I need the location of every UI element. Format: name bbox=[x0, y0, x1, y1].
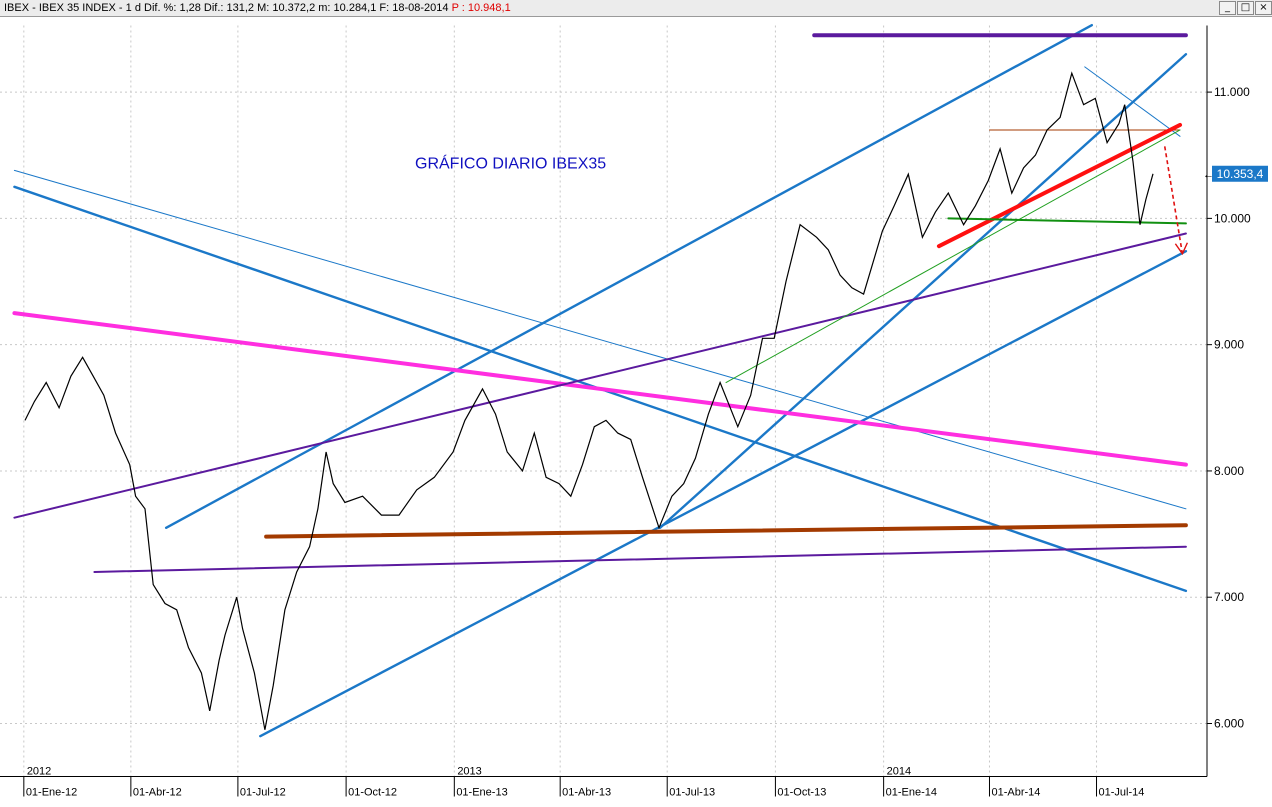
trendline bbox=[658, 53, 1188, 529]
x-tick-label: 01-Abr-14 bbox=[991, 787, 1040, 799]
x-tick-label: 01-Jul-12 bbox=[240, 787, 286, 799]
trendline bbox=[164, 23, 1094, 529]
last-price-tag: 10.353,4 ← bbox=[1203, 165, 1268, 182]
last-price-pointer-icon: ← bbox=[1203, 169, 1214, 181]
trendlines bbox=[12, 23, 1188, 738]
trendline bbox=[93, 545, 1187, 573]
y-tick-label: 6.000 bbox=[1214, 717, 1244, 731]
trendline bbox=[13, 169, 1187, 510]
last-price-label: 10.353,4 bbox=[1217, 167, 1264, 181]
chart-title: GRÁFICO DIARIO IBEX35 bbox=[415, 154, 606, 173]
last-price-box bbox=[1212, 165, 1268, 182]
x-tick-label: 01-Ene-13 bbox=[456, 787, 507, 799]
trendline bbox=[1084, 66, 1181, 137]
year-label: 2013 bbox=[457, 766, 481, 778]
y-tick-label: 7.000 bbox=[1214, 590, 1244, 604]
maximize-button[interactable]: □ bbox=[1237, 1, 1254, 15]
year-label: 2014 bbox=[887, 766, 911, 778]
grid bbox=[0, 25, 1207, 777]
x-tick-label: 01-Abr-13 bbox=[562, 787, 611, 799]
window-title-bar: IBEX - IBEX 35 INDEX - 1 d Dif. %: 1,28 … bbox=[0, 0, 1272, 17]
projection-arrow bbox=[1163, 146, 1189, 256]
arrow-head-icon bbox=[1174, 242, 1189, 256]
x-axis-ticks: 01-Ene-12 01-Abr-12 01-Jul-12 01-Oct-12 01-E… bbox=[23, 766, 1145, 799]
x-tick-label: 01-Ene-12 bbox=[26, 787, 77, 799]
y-tick-label: 11.000 bbox=[1214, 85, 1250, 99]
x-tick-label: 01-Jul-14 bbox=[1099, 787, 1145, 799]
price-chart: 6.000 7.000 8.000 9.000 10.000 11.000 01-Ene-… bbox=[0, 23, 1268, 799]
x-tick-label: 01-Oct-12 bbox=[348, 787, 397, 799]
trendline bbox=[725, 129, 1181, 384]
trendline bbox=[259, 250, 1188, 738]
y-tick-label: 8.000 bbox=[1214, 464, 1244, 478]
window-title: IBEX - IBEX 35 INDEX - 1 d Dif. %: 1,28 … bbox=[4, 2, 511, 14]
close-button[interactable]: × bbox=[1255, 1, 1272, 15]
x-tick-label: 01-Oct-13 bbox=[777, 787, 826, 799]
year-label: 2012 bbox=[27, 766, 51, 778]
y-axis-ticks: 6.000 7.000 8.000 9.000 10.000 11.000 bbox=[1207, 85, 1251, 731]
minimize-button[interactable]: _ bbox=[1219, 1, 1236, 15]
title-price: P : 10.948,1 bbox=[451, 2, 511, 14]
x-tick-label: 01-Ene-14 bbox=[886, 787, 937, 799]
trendline bbox=[947, 217, 1187, 225]
trendline bbox=[13, 232, 1187, 519]
price-series-line bbox=[24, 71, 1154, 730]
trendline bbox=[264, 523, 1188, 539]
trendline bbox=[12, 311, 1188, 467]
trendline bbox=[936, 122, 1183, 249]
y-tick-label: 10.000 bbox=[1214, 211, 1251, 225]
x-tick-label: 01-Jul-13 bbox=[669, 787, 715, 799]
y-tick-label: 9.000 bbox=[1214, 338, 1244, 352]
title-info: IBEX - IBEX 35 INDEX - 1 d Dif. %: 1,28 … bbox=[4, 2, 449, 14]
x-tick-label: 01-Abr-12 bbox=[133, 787, 182, 799]
